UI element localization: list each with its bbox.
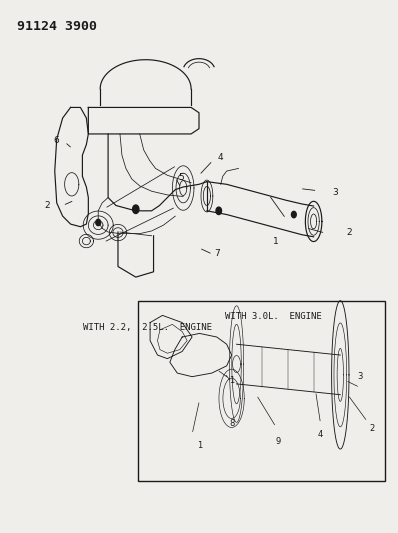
Text: 8: 8 bbox=[229, 419, 234, 428]
Text: 9: 9 bbox=[276, 437, 281, 446]
Text: 1: 1 bbox=[197, 441, 202, 450]
Text: WITH 3.0L.  ENGINE: WITH 3.0L. ENGINE bbox=[225, 312, 322, 321]
Circle shape bbox=[216, 207, 222, 215]
Circle shape bbox=[96, 219, 101, 225]
Text: 91124 3900: 91124 3900 bbox=[17, 20, 97, 33]
Text: WITH 2.2,  2.5L.  ENGINE: WITH 2.2, 2.5L. ENGINE bbox=[83, 323, 212, 332]
Text: 6: 6 bbox=[54, 136, 60, 146]
Circle shape bbox=[133, 205, 139, 214]
Text: 2: 2 bbox=[346, 228, 352, 237]
Text: 1: 1 bbox=[229, 376, 234, 385]
Text: 2: 2 bbox=[44, 201, 50, 210]
Text: 5: 5 bbox=[178, 173, 184, 182]
Text: 3: 3 bbox=[357, 372, 363, 381]
Text: 7: 7 bbox=[214, 249, 220, 258]
Circle shape bbox=[291, 212, 296, 217]
Text: 4: 4 bbox=[218, 154, 224, 163]
Text: 4: 4 bbox=[318, 430, 323, 439]
Text: 2: 2 bbox=[370, 424, 375, 433]
Text: 3: 3 bbox=[332, 188, 338, 197]
Bar bbox=[138, 301, 385, 481]
Text: 1: 1 bbox=[273, 237, 279, 246]
